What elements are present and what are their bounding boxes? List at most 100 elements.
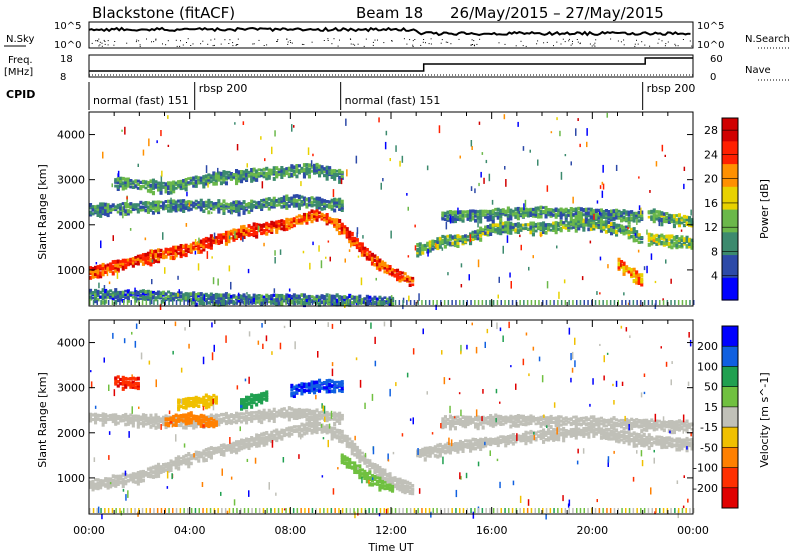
heatmap-cell: [214, 178, 218, 183]
heatmap-cell: [297, 214, 301, 218]
heatmap-cell: [270, 172, 274, 176]
heatmap-cell: [466, 235, 470, 238]
heatmap-cell: [579, 207, 583, 212]
heatmap-cell: [177, 298, 181, 302]
heatmap-cell: [526, 223, 530, 226]
noise-speck: [126, 196, 128, 200]
heatmap-cell: [101, 293, 105, 298]
heatmap-cell: [529, 429, 533, 435]
heatmap-cell: [474, 213, 478, 218]
nsearch-dot: [232, 42, 234, 44]
heatmap-cell: [157, 200, 161, 205]
noise-speck: [288, 288, 291, 292]
noise-speck: [123, 205, 125, 211]
heatmap-cell: [240, 229, 244, 233]
heatmap-cell: [338, 231, 342, 236]
heatmap-cell: [136, 414, 140, 419]
heatmap-cell: [282, 168, 286, 172]
heatmap-cell: [375, 262, 379, 267]
heatmap-cell: [104, 288, 108, 294]
ground-speck: [198, 300, 200, 305]
heatmap-cell: [559, 210, 563, 215]
ground-speck: [274, 300, 276, 305]
heatmap-cell: [270, 171, 274, 174]
heatmap-cell: [461, 235, 465, 239]
heatmap-cell: [212, 171, 216, 176]
heatmap-cell: [240, 236, 244, 241]
heatmap-cell: [172, 294, 176, 297]
heatmap-cell: [177, 404, 181, 410]
noise-speck: [636, 218, 638, 225]
heatmap-cell: [209, 451, 213, 456]
heatmap-cell: [182, 415, 186, 419]
heatmap-cell: [292, 413, 296, 417]
heatmap-cell: [333, 203, 337, 208]
heatmap-cell: [368, 459, 372, 464]
heatmap-cell: [456, 244, 460, 248]
heatmap-cell: [310, 385, 314, 390]
heatmap-cell: [222, 412, 226, 416]
heatmap-cell: [645, 441, 649, 446]
heatmap-cell: [300, 221, 304, 225]
heatmap-cell: [657, 435, 661, 439]
ground-speck: [640, 300, 642, 305]
heatmap-cell: [157, 466, 161, 472]
heatmap-cell: [315, 205, 319, 210]
heatmap-cell: [101, 415, 105, 420]
heatmap-cell: [443, 211, 447, 215]
heatmap-cell: [635, 230, 639, 234]
heatmap-cell: [509, 208, 513, 213]
heatmap-cell: [252, 442, 256, 446]
heatmap-cell: [537, 208, 541, 212]
heatmap-cell: [531, 214, 535, 218]
heatmap-cell: [214, 446, 218, 450]
heatmap-cell: [531, 224, 535, 229]
heatmap-cell: [146, 297, 150, 301]
heatmap-cell: [667, 213, 671, 217]
heatmap-cell: [325, 200, 329, 203]
heatmap-cell: [539, 434, 543, 438]
heatmap-cell: [272, 202, 276, 207]
heatmap-cell: [325, 413, 329, 418]
heatmap-cell: [630, 270, 634, 274]
heatmap-cell: [136, 297, 140, 301]
heatmap-cell: [335, 298, 339, 303]
heatmap-cell: [164, 250, 168, 254]
heatmap-cell: [423, 246, 427, 250]
heatmap-cell: [547, 227, 551, 231]
heatmap-cell: [116, 298, 120, 303]
heatmap-cell: [557, 437, 561, 442]
heatmap-cell: [632, 216, 636, 220]
heatmap-cell: [456, 241, 460, 245]
noise-speck: [161, 170, 163, 177]
heatmap-cell: [111, 271, 115, 276]
heatmap-cell: [461, 240, 465, 244]
nsearch-dot: [107, 40, 109, 42]
noise-speck: [414, 224, 416, 228]
ground-speck: [617, 300, 619, 305]
heatmap-cell: [272, 166, 276, 171]
heatmap-cell: [307, 388, 311, 393]
heatmap-cell: [189, 243, 193, 247]
heatmap-cell: [267, 412, 271, 417]
heatmap-cell: [204, 174, 208, 179]
heatmap-cell: [451, 215, 455, 220]
heatmap-cell: [265, 203, 269, 207]
heatmap-cell: [227, 293, 231, 297]
heatmap-cell: [637, 233, 641, 237]
heatmap-cell: [245, 295, 249, 299]
heatmap-cell: [197, 396, 201, 401]
heatmap-cell: [509, 216, 513, 221]
nsearch-dot: [564, 41, 566, 43]
heatmap-cell: [204, 207, 208, 210]
heatmap-cell: [559, 431, 563, 434]
noise-speck: [278, 297, 281, 300]
heatmap-cell: [282, 195, 286, 200]
heatmap-cell: [121, 290, 125, 295]
heatmap-cell: [250, 417, 254, 422]
heatmap-cell: [104, 291, 108, 297]
heatmap-cell: [318, 427, 322, 430]
heatmap-cell: [501, 208, 505, 211]
heatmap-cell: [136, 376, 140, 381]
heatmap-cell: [217, 178, 221, 182]
